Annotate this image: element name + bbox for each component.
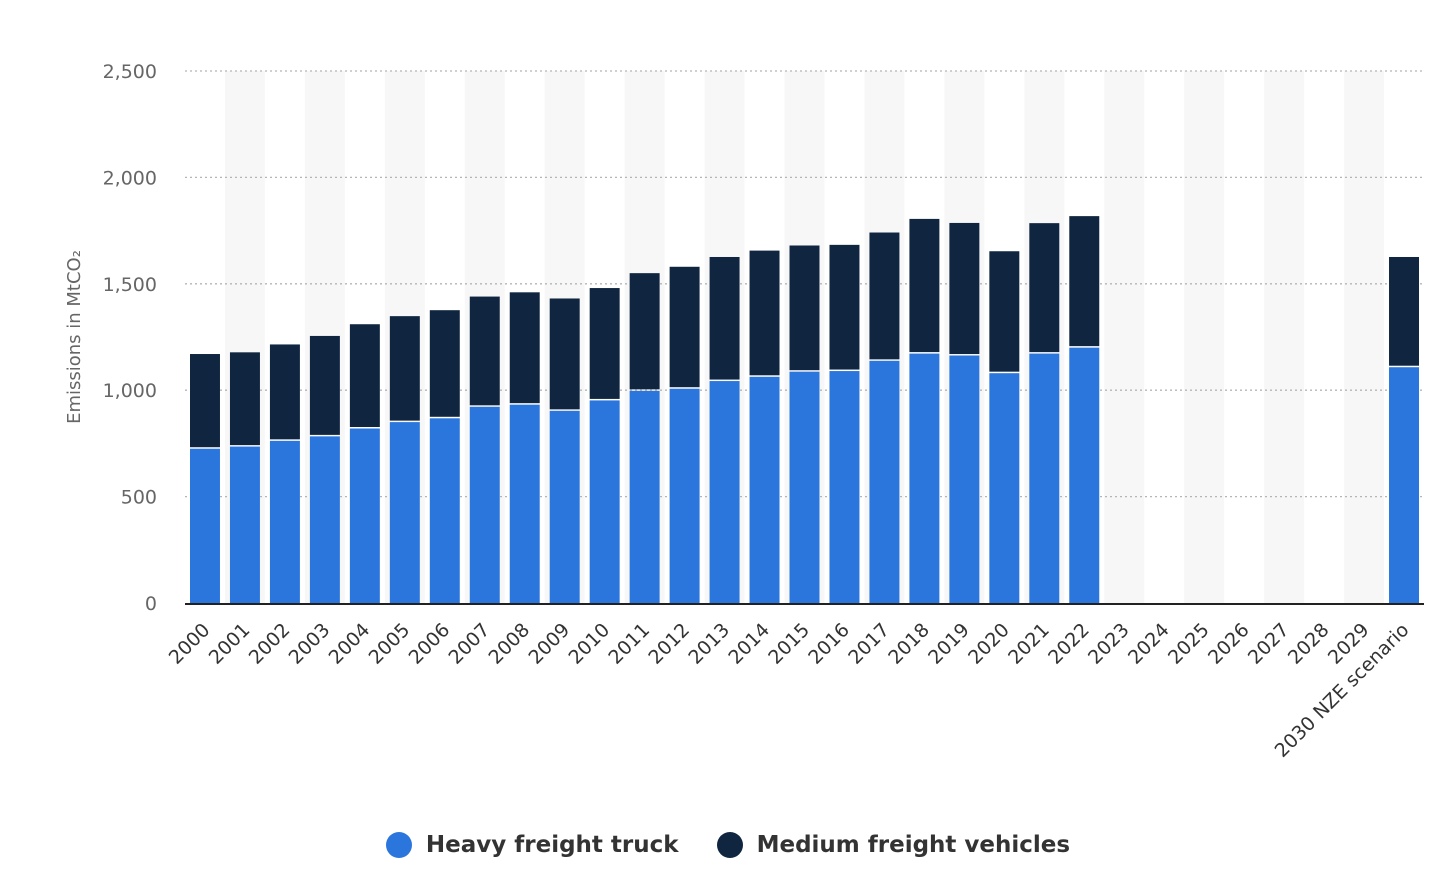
bar-heavy-freight-truck-2014[interactable]	[749, 376, 780, 603]
bar-medium-freight-vehicles-2015[interactable]	[789, 245, 820, 371]
x-tick-label: 2010	[564, 619, 614, 669]
y-tick-label: 2,000	[103, 167, 157, 189]
bar-heavy-freight-truck-2008[interactable]	[509, 404, 540, 603]
x-tick-label: 2022	[1044, 619, 1094, 669]
y-tick-label: 1,000	[103, 380, 157, 402]
x-tick-label: 2024	[1124, 619, 1174, 669]
bar-medium-freight-vehicles-2010[interactable]	[589, 288, 620, 399]
x-tick-label: 2004	[325, 619, 375, 669]
x-tick-label: 2023	[1084, 619, 1134, 669]
bar-heavy-freight-truck-2010[interactable]	[589, 400, 620, 603]
band-29	[1344, 71, 1385, 603]
bar-heavy-freight-truck-2000[interactable]	[189, 448, 220, 603]
x-tick-label: 2003	[285, 619, 335, 669]
band-27	[1264, 71, 1305, 603]
band-25	[1184, 71, 1225, 603]
x-tick-label: 2011	[604, 619, 654, 669]
bar-heavy-freight-truck-2003[interactable]	[309, 436, 340, 603]
y-axis-ticks: 0 500 1,000 1,500 2,000 2,500	[103, 61, 157, 615]
bar-medium-freight-vehicles-2011[interactable]	[629, 273, 660, 390]
legend-label-heavy-freight-truck: Heavy freight truck	[425, 832, 679, 858]
bar-heavy-freight-truck-2005[interactable]	[389, 422, 420, 603]
bar-medium-freight-vehicles-2013[interactable]	[709, 256, 740, 380]
bar-medium-freight-vehicles-2005[interactable]	[389, 316, 420, 421]
x-tick-label: 2013	[684, 619, 734, 669]
bar-medium-freight-vehicles-2008[interactable]	[509, 292, 540, 404]
bar-medium-freight-vehicles-2019[interactable]	[949, 222, 980, 355]
bar-heavy-freight-truck-2020[interactable]	[989, 373, 1020, 603]
bar-medium-freight-vehicles-2030 NZE scenario[interactable]	[1389, 256, 1420, 366]
y-tick-label: 2,500	[103, 61, 157, 83]
legend-label-medium-freight-vehicles: Medium freight vehicles	[756, 832, 1071, 858]
bar-heavy-freight-truck-2019[interactable]	[949, 355, 980, 603]
legend-item-heavy-freight-truck[interactable]: Heavy freight truck	[385, 832, 679, 858]
bar-heavy-freight-truck-2017[interactable]	[869, 360, 900, 603]
x-tick-label: 2000	[165, 619, 215, 669]
bar-medium-freight-vehicles-2004[interactable]	[349, 324, 380, 428]
bar-medium-freight-vehicles-2002[interactable]	[269, 344, 300, 440]
bar-medium-freight-vehicles-2018[interactable]	[909, 218, 940, 353]
bar-medium-freight-vehicles-2012[interactable]	[669, 266, 700, 388]
bar-medium-freight-vehicles-2017[interactable]	[869, 232, 900, 360]
bar-heavy-freight-truck-2004[interactable]	[349, 428, 380, 603]
bar-medium-freight-vehicles-2022[interactable]	[1069, 216, 1100, 347]
bar-medium-freight-vehicles-2006[interactable]	[429, 310, 460, 417]
x-tick-label: 2017	[844, 619, 894, 669]
x-tick-label: 2018	[884, 619, 934, 669]
bar-medium-freight-vehicles-2009[interactable]	[549, 298, 580, 410]
x-tick-label: 2014	[724, 619, 774, 669]
x-tick-label: 2015	[764, 619, 814, 669]
x-tick-label: 2009	[524, 619, 574, 669]
bars	[189, 216, 1420, 603]
legend: Heavy freight truck Medium freight vehic…	[0, 832, 1456, 858]
bar-heavy-freight-truck-2021[interactable]	[1029, 353, 1060, 603]
x-tick-label: 2026	[1204, 619, 1254, 669]
bar-heavy-freight-truck-2009[interactable]	[549, 410, 580, 603]
y-tick-label: 1,500	[103, 274, 157, 296]
x-tick-label: 2007	[445, 619, 495, 669]
bar-heavy-freight-truck-2011[interactable]	[629, 390, 660, 603]
x-tick-label: 2008	[485, 619, 535, 669]
bar-heavy-freight-truck-2018[interactable]	[909, 353, 940, 603]
bar-heavy-freight-truck-2002[interactable]	[269, 440, 300, 603]
bar-heavy-freight-truck-2015[interactable]	[789, 371, 820, 603]
y-axis-title: Emissions in MtCO₂	[64, 250, 85, 424]
legend-swatch-medium-freight-vehicles	[716, 832, 743, 858]
bar-heavy-freight-truck-2022[interactable]	[1069, 347, 1100, 603]
x-tick-label: 2027	[1244, 619, 1294, 669]
bar-heavy-freight-truck-2007[interactable]	[469, 406, 500, 603]
bar-medium-freight-vehicles-2016[interactable]	[829, 244, 860, 370]
bar-medium-freight-vehicles-2000[interactable]	[189, 354, 220, 448]
bar-heavy-freight-truck-2030 NZE scenario[interactable]	[1389, 367, 1420, 603]
bar-heavy-freight-truck-2016[interactable]	[829, 371, 860, 603]
legend-item-medium-freight-vehicles[interactable]: Medium freight vehicles	[716, 832, 1071, 858]
bar-medium-freight-vehicles-2003[interactable]	[309, 335, 340, 435]
y-tick-label: 500	[121, 487, 157, 509]
legend-swatch-heavy-freight-truck	[385, 832, 412, 858]
x-tick-label: 2025	[1164, 619, 1214, 669]
bar-medium-freight-vehicles-2007[interactable]	[469, 296, 500, 406]
x-tick-label: 2016	[804, 619, 854, 669]
x-tick-label: 2028	[1284, 619, 1334, 669]
y-tick-label: 0	[145, 593, 157, 615]
x-tick-label: 2002	[245, 619, 295, 669]
x-tick-label: 2006	[405, 619, 455, 669]
bar-heavy-freight-truck-2006[interactable]	[429, 418, 460, 603]
bar-medium-freight-vehicles-2020[interactable]	[989, 251, 1020, 372]
x-tick-label: 2020	[964, 619, 1014, 669]
x-tick-label: 2001	[205, 619, 255, 669]
bar-medium-freight-vehicles-2001[interactable]	[229, 352, 260, 446]
x-tick-label: 2019	[924, 619, 974, 669]
band-23	[1104, 71, 1145, 603]
bar-medium-freight-vehicles-2014[interactable]	[749, 250, 780, 376]
bar-heavy-freight-truck-2013[interactable]	[709, 381, 740, 603]
x-axis-labels: 2000200120022003200420052006200720082009…	[165, 619, 1414, 762]
bar-heavy-freight-truck-2001[interactable]	[229, 446, 260, 603]
bar-medium-freight-vehicles-2021[interactable]	[1029, 223, 1060, 353]
x-tick-label: 2005	[365, 619, 415, 669]
chart: 0 500 1,000 1,500 2,000 2,500 Emissions in Mt…	[64, 61, 1424, 762]
bar-heavy-freight-truck-2012[interactable]	[669, 388, 700, 603]
x-tick-label: 2012	[644, 619, 694, 669]
x-tick-label: 2021	[1004, 619, 1054, 669]
